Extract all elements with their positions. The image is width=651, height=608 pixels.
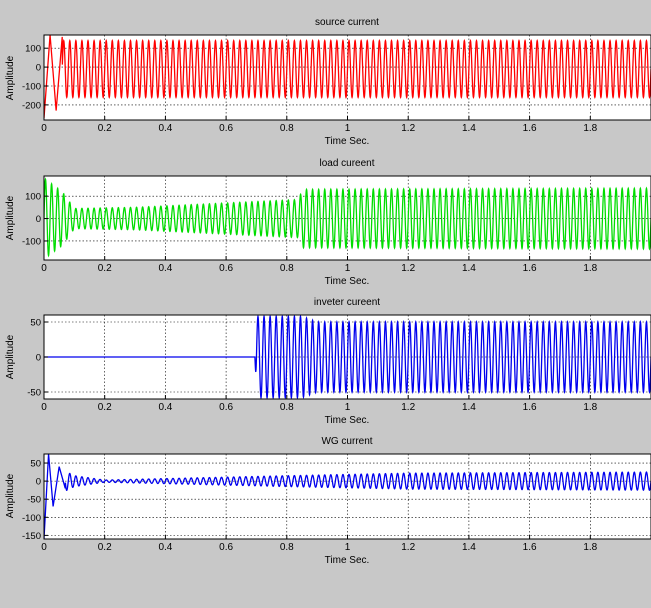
y-axis-label: Amplitude xyxy=(5,334,16,379)
x-tick-label: 1.2 xyxy=(401,263,415,274)
x-axis-label: Time Sec. xyxy=(325,555,370,566)
x-tick-label: 0.4 xyxy=(158,402,172,413)
y-tick-label: 50 xyxy=(30,459,41,470)
subplot-title: WG current xyxy=(321,436,372,447)
x-tick-label: 1 xyxy=(345,402,351,413)
x-tick-label: 0.6 xyxy=(219,263,233,274)
trace xyxy=(44,35,651,119)
series-line xyxy=(44,35,651,119)
x-tick-label: 1 xyxy=(345,123,351,134)
x-tick-label: 1.6 xyxy=(523,402,537,413)
x-tick-label: 0.8 xyxy=(280,263,294,274)
y-tick-label: 100 xyxy=(25,192,41,203)
x-tick-label: 0.4 xyxy=(158,542,172,553)
y-tick-label: -100 xyxy=(22,236,41,247)
y-tick-label: -150 xyxy=(22,531,41,542)
y-tick-label: -100 xyxy=(22,82,41,93)
x-tick-label: 1.8 xyxy=(583,542,597,553)
y-tick-label: -200 xyxy=(22,100,41,111)
x-tick-label: 1 xyxy=(345,263,351,274)
x-axis-label: Time Sec. xyxy=(325,415,370,426)
x-tick-label: 1.4 xyxy=(462,123,476,134)
y-tick-label: -50 xyxy=(27,495,41,506)
x-tick-label: 0.8 xyxy=(280,542,294,553)
x-tick-label: 1.2 xyxy=(401,402,415,413)
x-tick-label: 1.6 xyxy=(523,263,537,274)
x-tick-label: 0.6 xyxy=(219,542,233,553)
tick-labels: 0 0.2 0.4 0.6 0.8 1 1.2 1.4 1.6 1.8 -200 -100 0 100 xyxy=(22,44,598,134)
axes-border xyxy=(43,175,651,261)
tick-labels: 0 0.2 0.4 0.6 0.8 1 1.2 1.4 1.6 1.8 -100 0 100 xyxy=(22,192,598,274)
axes-border xyxy=(43,34,651,121)
x-tick-label: 0 xyxy=(41,263,47,274)
x-tick-label: 1.6 xyxy=(523,542,537,553)
x-tick-label: 0.6 xyxy=(219,402,233,413)
x-axis-label: Time Sec. xyxy=(325,136,370,147)
y-tick-label: -50 xyxy=(27,388,41,399)
subplot-source-current: source current 0 0.2 0.4 0.6 0.8 1 1.2 1.4 1.6 1.… xyxy=(5,17,651,147)
x-tick-label: 0.4 xyxy=(158,263,172,274)
axes-border xyxy=(43,314,651,400)
x-tick-label: 1.4 xyxy=(462,263,476,274)
subplot-title: inveter cureent xyxy=(314,297,380,308)
x-axis-label: Time Sec. xyxy=(325,276,370,287)
x-tick-label: 0.2 xyxy=(98,123,112,134)
x-tick-label: 0.2 xyxy=(98,542,112,553)
x-tick-label: 1.6 xyxy=(523,123,537,134)
trace xyxy=(44,454,651,539)
subplot-inverter-current: inveter cureent 0 0.2 0.4 0.6 0.8 1 1.2 1.4 1.6 1… xyxy=(5,297,651,426)
y-axis-label: Amplitude xyxy=(5,55,16,100)
subplot-title: source current xyxy=(315,17,379,28)
x-tick-label: 0 xyxy=(41,123,47,134)
y-axis-label: Amplitude xyxy=(5,473,16,518)
x-tick-label: 0.2 xyxy=(98,263,112,274)
y-tick-label: 50 xyxy=(30,318,41,329)
y-tick-label: 0 xyxy=(36,353,41,364)
y-tick-label: 0 xyxy=(36,477,41,488)
y-tick-label: 0 xyxy=(36,63,41,74)
series-line xyxy=(44,315,651,399)
x-tick-label: 0.4 xyxy=(158,123,172,134)
axes-border xyxy=(43,453,651,540)
series-line xyxy=(44,177,651,258)
series-line xyxy=(44,454,651,539)
x-tick-label: 1.8 xyxy=(583,402,597,413)
x-tick-label: 0.8 xyxy=(280,123,294,134)
y-tick-label: 100 xyxy=(25,44,41,55)
subplot-load-current: load cureent 0 0.2 0.4 0.6 0.8 1 1.2 1.4 1.6 1.8 -… xyxy=(5,158,651,287)
x-tick-label: 1.2 xyxy=(401,123,415,134)
x-tick-label: 1 xyxy=(345,542,351,553)
trace xyxy=(44,177,651,258)
x-tick-label: 0.6 xyxy=(219,123,233,134)
x-tick-label: 1.4 xyxy=(462,402,476,413)
x-tick-label: 0 xyxy=(41,542,47,553)
subplot-wg-current: WG current 0 0.2 0.4 0.6 0.8 1 1.2 1.4 1.6 1.8 -15… xyxy=(5,436,651,566)
x-tick-label: 1.2 xyxy=(401,542,415,553)
grid xyxy=(44,454,651,539)
trace xyxy=(44,315,651,399)
subplot-title: load cureent xyxy=(319,158,374,169)
y-tick-label: 0 xyxy=(36,214,41,225)
x-tick-label: 1.4 xyxy=(462,542,476,553)
x-tick-label: 1.8 xyxy=(583,123,597,134)
x-tick-label: 0 xyxy=(41,402,47,413)
y-tick-label: -100 xyxy=(22,513,41,524)
y-axis-label: Amplitude xyxy=(5,195,16,240)
x-tick-label: 0.8 xyxy=(280,402,294,413)
x-tick-label: 1.8 xyxy=(583,263,597,274)
x-tick-label: 0.2 xyxy=(98,402,112,413)
